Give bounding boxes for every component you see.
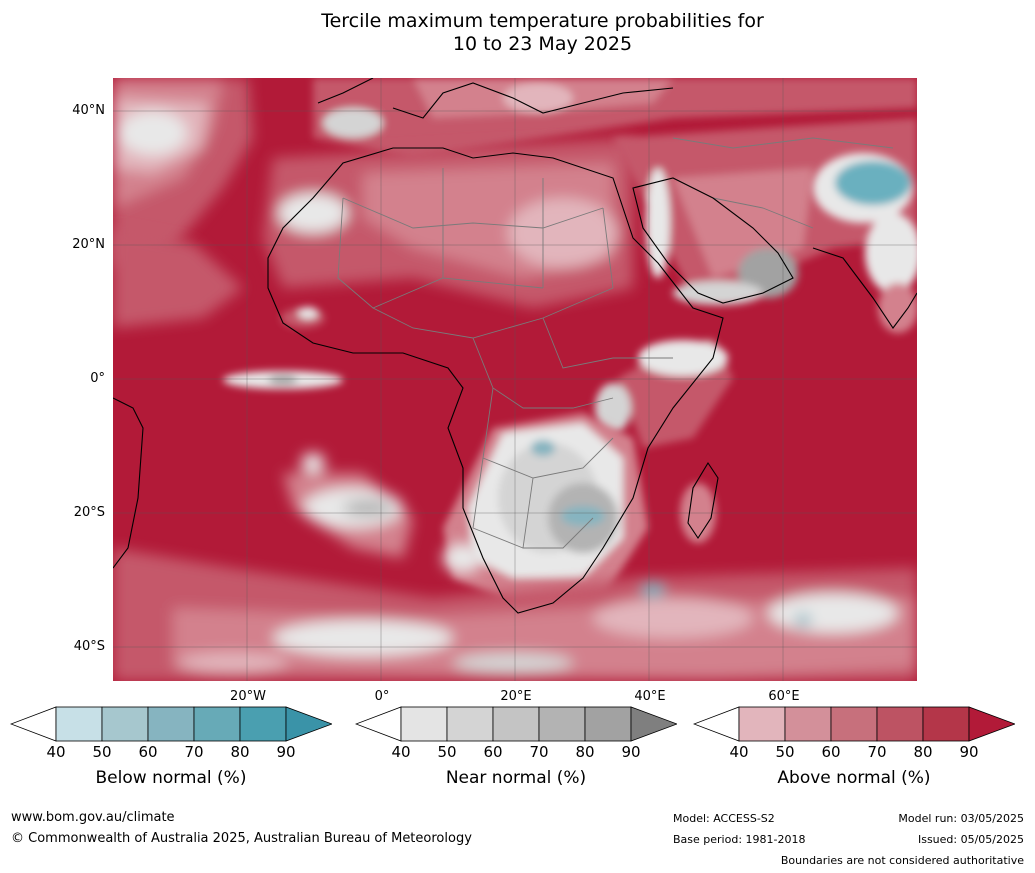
lon-label-40e: 40°E [634,689,666,704]
tick-label: 70 [529,743,549,761]
lon-label-20w: 20°W [230,689,266,704]
india-coastline [812,247,917,329]
colorbar-cell [400,706,448,742]
lat-label-40s: 40°S [73,639,105,654]
footer-issued: Issued: 05/05/2025 [917,833,1024,846]
near-normal-title: Near normal (%) [445,768,587,788]
below-normal-ticks: 40 50 60 70 80 90 [10,743,332,761]
arabia-coastline [632,177,794,304]
south-asia-below-field [813,153,917,333]
lon-label-60e: 60°E [768,689,800,704]
footer-copyright: © Commonwealth of Australia 2025, Austra… [11,831,472,846]
colorbar-extend-low [693,706,740,742]
tick-label: 50 [92,743,112,761]
colorbar-cell [830,706,878,742]
tick-label: 80 [575,743,595,761]
colorbar-cell [101,706,149,742]
tick-label: 40 [391,743,411,761]
above-normal-colorbar [693,706,1015,742]
footer-model: Model: ACCESS-S2 [673,812,775,825]
tick-label: 80 [913,743,933,761]
colorbar-cell [239,706,287,742]
colorbar-cell [492,706,540,742]
graticule [113,78,917,681]
tick-label: 70 [867,743,887,761]
southern-ocean-field [113,548,917,681]
colorbar-cell [738,706,786,742]
below-normal-title: Below normal (%) [95,768,247,788]
near-normal-colorbar [355,706,677,742]
south-atlantic-field [283,453,483,573]
tick-label: 90 [276,743,296,761]
coastlines [113,78,917,614]
lat-label-20n: 20°N [72,237,105,252]
lat-label-40n: 40°N [72,103,105,118]
colorbar-extend-high [968,706,1015,742]
colorbar-extend-low [10,706,57,742]
above-normal-title: Above normal (%) [777,768,931,788]
footer-model-run: Model run: 03/05/2025 [898,812,1024,825]
europe-coastline [317,78,674,119]
tick-label: 50 [775,743,795,761]
colorbar-cell [147,706,195,742]
colorbar-cell [538,706,586,742]
colorbar-cell [55,706,103,742]
tick-label: 50 [437,743,457,761]
equatorial-atlantic-field [223,307,343,389]
footer-disclaimer: Boundaries are not considered authoritat… [780,854,1024,867]
tick-label: 80 [230,743,250,761]
colorbar-cell [922,706,970,742]
footer-base-period: Base period: 1981-2018 [673,833,806,846]
colorbar-cell [446,706,494,742]
colorbar-cell [193,706,241,742]
below-normal-colorbar [10,706,332,742]
europe-field [313,78,917,158]
footer-website: www.bom.gov.au/climate [11,810,175,825]
colorbar-extend-high [630,706,677,742]
north-atlantic-field [113,78,253,268]
lat-label-20s: 20°S [73,505,105,520]
tick-label: 90 [621,743,641,761]
map-title-line2: 10 to 23 May 2025 [452,33,633,55]
tick-label: 60 [821,743,841,761]
lon-label-20e: 20°E [500,689,532,704]
southern-africa-field [443,413,648,603]
colorbar-extend-high [285,706,332,742]
madagascar-coastline [687,461,719,540]
colorbar-cell [784,706,832,742]
lon-label-0: 0° [374,689,390,704]
probability-map [113,78,917,681]
map-title-line1: Tercile maximum temperature probabilitie… [321,10,764,32]
near-normal-ticks: 40 50 60 70 80 90 [355,743,677,761]
above-normal-ticks: 40 50 60 70 80 90 [693,743,1015,761]
tick-label: 90 [959,743,979,761]
lat-label-0: 0° [90,371,105,386]
tick-label: 40 [46,743,66,761]
sahara-field [113,138,633,328]
map-title: Tercile maximum temperature probabilitie… [0,10,1035,56]
africa-coastline [267,147,724,614]
colorbar-cell [584,706,632,742]
tick-label: 60 [138,743,158,761]
tick-label: 60 [483,743,503,761]
tick-label: 40 [729,743,749,761]
colorbar-cell [876,706,924,742]
brazil-coastline [113,397,144,569]
colorbar-extend-low [355,706,402,742]
tick-label: 70 [184,743,204,761]
country-borders [337,137,894,549]
